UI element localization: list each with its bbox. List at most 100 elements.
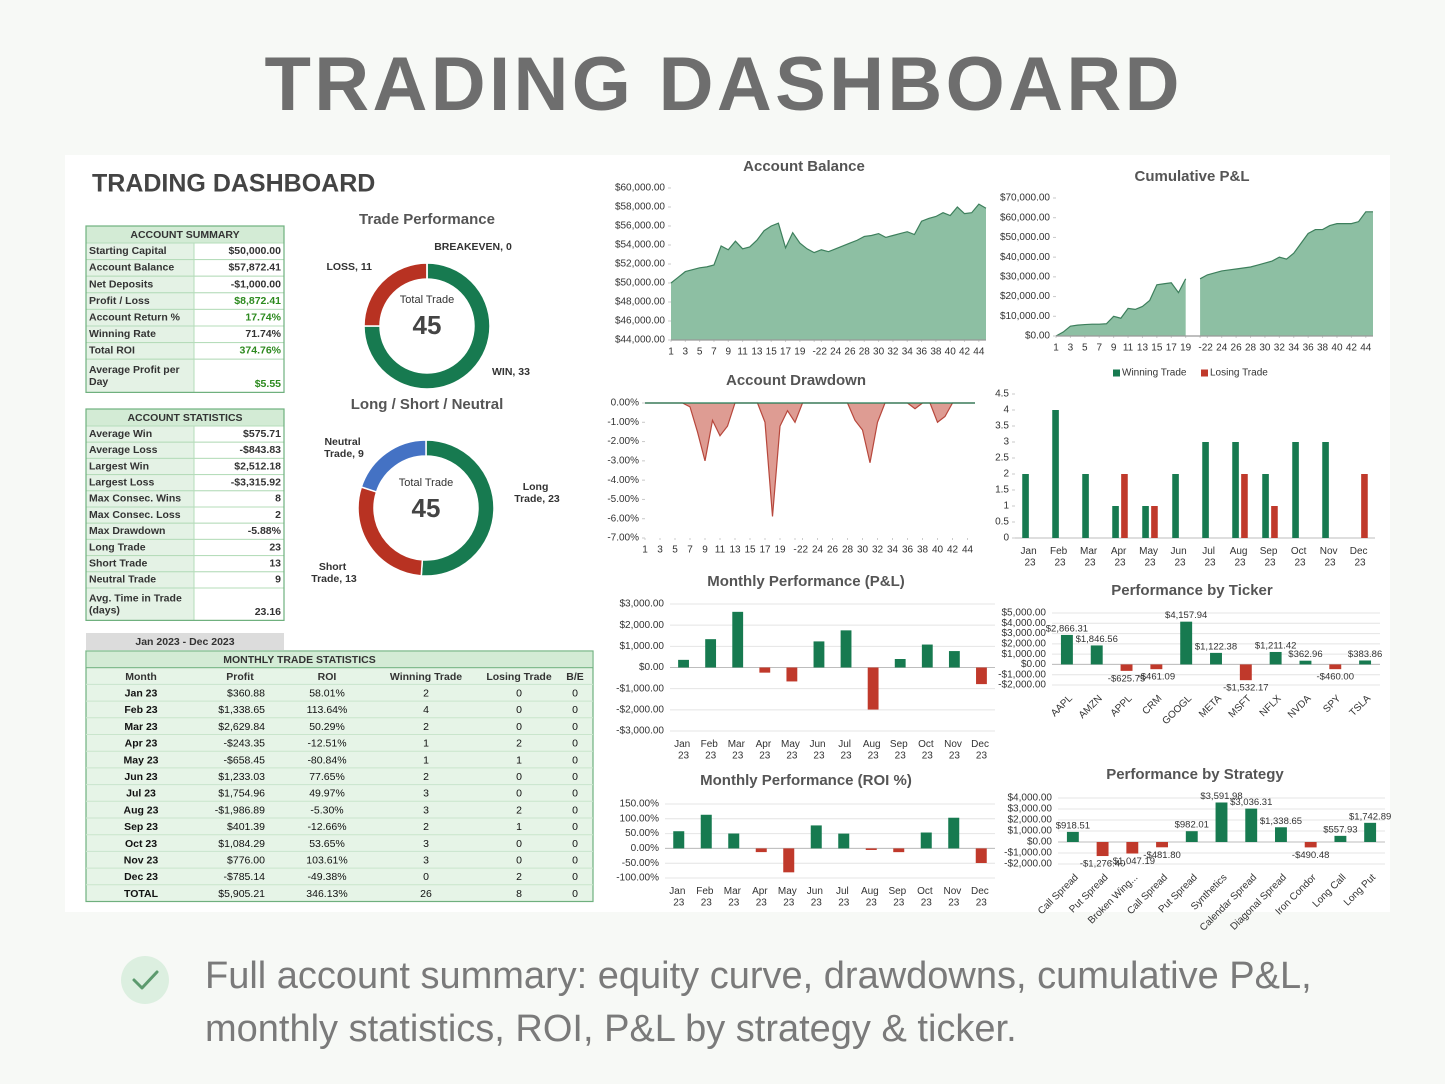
bar — [1142, 506, 1149, 538]
row-value: $8,872.41 — [234, 295, 281, 307]
text-line: 23 — [976, 750, 988, 761]
text-line: Mar — [1080, 546, 1100, 557]
text-line: 23 — [948, 897, 960, 908]
value-label: $362.96 — [1288, 649, 1322, 660]
row-label: Winning Rate — [89, 328, 156, 340]
cell: 0 — [572, 804, 578, 816]
x-tick-label: 30 — [1259, 343, 1271, 354]
cell: 3 — [423, 804, 429, 816]
x-tick-label: Jul 23 — [1202, 546, 1218, 569]
y-tick-label: $70,000.00 — [1000, 193, 1050, 204]
text-line: 23 — [783, 897, 795, 908]
y-tick-label: -1.00% — [607, 417, 639, 428]
x-tick-label: Dec 23 — [971, 739, 992, 762]
row-label: Average Win — [89, 428, 152, 440]
x-tick-label: Jul 23 — [838, 739, 854, 762]
text-line: Feb — [1050, 546, 1070, 557]
x-tick-label: 28 — [859, 347, 871, 358]
cell: Feb 23 — [124, 704, 157, 716]
x-tick-label: 42 — [1346, 343, 1358, 354]
text-line: 23 — [868, 750, 880, 761]
x-tick-label: 1 — [642, 545, 648, 556]
y-tick-label: 0.00% — [611, 398, 639, 409]
row-value: $2,512.18 — [234, 460, 281, 472]
x-tick-label: 38 — [917, 545, 929, 556]
y-tick-label: $1,000.00 — [1002, 649, 1047, 660]
text-line: 23 — [1174, 557, 1186, 568]
check-mark — [132, 970, 159, 990]
row-label: Average Profit per Day — [89, 364, 183, 388]
cell: 0 — [516, 788, 522, 800]
y-tick-label: -$2,000.00 — [1004, 859, 1052, 870]
text-line: 23 — [1084, 557, 1096, 568]
row-label: Short Trade — [89, 557, 148, 569]
text-line: Jun — [810, 739, 829, 750]
text-line: 23 — [976, 897, 988, 908]
y-tick-label: $50,000.00 — [1000, 232, 1050, 243]
x-tick-label: Sep 23 — [1260, 546, 1281, 569]
text-line: 23 — [893, 897, 905, 908]
x-tick-label: 7 — [1096, 343, 1102, 354]
y-tick-label: $3,000.00 — [1002, 628, 1047, 639]
chart-title: Long / Short / Neutral — [351, 396, 504, 413]
bar — [976, 667, 987, 685]
x-tick-label: Dec 23 — [1350, 546, 1371, 569]
cell: 0 — [572, 738, 578, 750]
area-fill — [645, 403, 975, 517]
cell: $1,084.29 — [218, 838, 265, 850]
x-tick-label: 44 — [973, 347, 985, 358]
x-tick-label: 5 — [697, 347, 703, 358]
text-line: Dec — [971, 739, 992, 750]
value-label: $1,846.56 — [1076, 634, 1118, 645]
bar — [1202, 442, 1209, 538]
bar — [1241, 474, 1248, 538]
row-value: 8 — [275, 493, 281, 505]
text-line: Mar — [724, 886, 744, 897]
bar — [1150, 664, 1163, 670]
x-tick-label: Apr 23 — [756, 739, 774, 762]
cell: 0 — [572, 855, 578, 867]
y-tick-label: 1.5 — [995, 485, 1009, 496]
x-tick-label: 36 — [1303, 343, 1315, 354]
x-tick-label: 24 — [830, 347, 842, 358]
value-label: $1,742.89 — [1349, 811, 1391, 822]
text-line: Jan — [669, 886, 688, 897]
bar — [759, 667, 771, 673]
row-label: Long Trade — [89, 541, 146, 553]
area-line — [1055, 211, 1373, 337]
y-tick-label: $2,000.00 — [1008, 815, 1053, 826]
y-tick-label: -2.00% — [607, 436, 639, 447]
row-label: Avg. Time in Trade (days) — [89, 592, 185, 616]
text-line: 23 — [673, 897, 685, 908]
x-tick-label: 19 — [794, 347, 806, 358]
bar — [1329, 664, 1342, 670]
x-tick-label: Oct 23 — [1291, 546, 1309, 569]
bar — [948, 651, 960, 668]
x-tick-label: Sep 23 — [888, 886, 909, 909]
x-tick-label: Mar 23 — [1080, 546, 1100, 569]
cell: Jun 23 — [124, 771, 157, 783]
y-tick-label: -$1,000.00 — [616, 683, 664, 694]
text-line: Apr — [1111, 546, 1129, 557]
text-line: Jan — [674, 739, 693, 750]
bar — [1126, 842, 1139, 854]
row-value: -$1,000.00 — [231, 278, 281, 290]
y-tick-label: $4,000.00 — [1002, 618, 1047, 629]
bar — [1121, 474, 1128, 538]
cell: -12.66% — [307, 821, 346, 833]
table-border — [85, 225, 285, 393]
value-label: $1,122.38 — [1195, 641, 1237, 652]
x-tick-label: 26 — [827, 545, 839, 556]
dashboard-title: TRADING DASHBOARD — [92, 170, 375, 198]
value-label: -$1,276.40 — [1080, 859, 1125, 870]
text-line: Day — [89, 376, 108, 388]
row-value: -$3,315.92 — [231, 476, 281, 488]
row-label: Largest Win — [89, 460, 149, 472]
x-tick-label: 34 — [887, 545, 899, 556]
cell: 2 — [423, 821, 429, 833]
row-value: -$843.83 — [240, 444, 282, 456]
value-label: $383.86 — [1348, 649, 1382, 660]
bar — [1361, 474, 1368, 538]
chart-title: Cumulative P&L — [1134, 168, 1249, 185]
